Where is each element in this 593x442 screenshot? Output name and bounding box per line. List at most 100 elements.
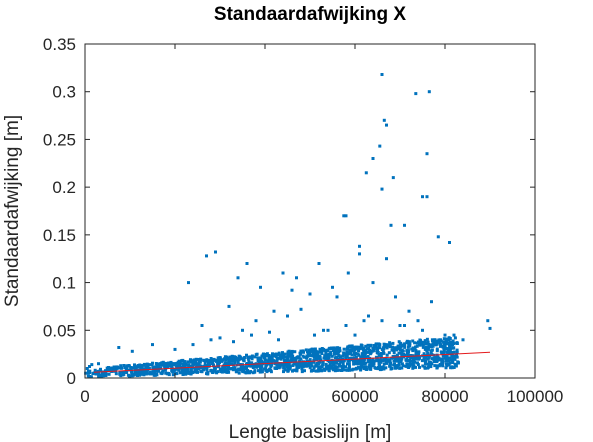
data-point <box>300 361 304 365</box>
data-point <box>309 362 313 366</box>
data-point <box>275 352 279 356</box>
data-point <box>274 366 278 370</box>
data-point <box>328 366 332 370</box>
data-point <box>354 362 358 366</box>
data-point <box>400 362 404 366</box>
data-point <box>245 370 249 374</box>
data-point <box>358 252 361 256</box>
data-point <box>291 364 295 367</box>
data-point <box>414 365 417 369</box>
data-point <box>305 364 309 368</box>
data-point <box>234 357 238 361</box>
data-point <box>296 355 300 359</box>
data-point <box>432 356 436 360</box>
data-point <box>310 364 314 368</box>
data-point <box>449 352 453 356</box>
data-point <box>130 374 134 378</box>
data-point <box>418 343 422 347</box>
data-point <box>364 361 368 365</box>
data-point <box>330 346 334 350</box>
data-point <box>245 353 248 357</box>
data-point <box>104 374 108 377</box>
data-point <box>424 356 428 359</box>
data-point <box>363 354 367 358</box>
data-point <box>223 370 227 374</box>
data-point <box>449 347 452 351</box>
data-point <box>127 368 131 372</box>
data-point <box>202 358 206 362</box>
data-point <box>433 338 437 342</box>
x-tick-label: 20000 <box>151 387 198 406</box>
data-point <box>278 365 282 369</box>
data-point <box>427 344 431 347</box>
data-point <box>445 363 449 367</box>
data-point <box>347 359 351 363</box>
data-point <box>208 360 212 364</box>
data-point <box>281 271 285 275</box>
data-point <box>333 369 337 373</box>
data-point <box>376 351 380 355</box>
data-point <box>250 354 254 358</box>
data-point <box>404 358 408 362</box>
data-point <box>414 353 418 356</box>
data-point <box>218 358 222 362</box>
data-point <box>163 368 167 372</box>
data-point <box>424 346 428 350</box>
data-point <box>250 361 254 365</box>
data-point <box>152 365 156 369</box>
data-point <box>443 344 447 348</box>
data-point <box>98 369 102 373</box>
data-point <box>442 349 446 353</box>
data-point <box>304 348 308 352</box>
data-point <box>444 366 448 370</box>
data-point <box>346 345 350 349</box>
data-point <box>227 363 231 367</box>
data-point <box>455 341 459 345</box>
data-point <box>319 368 323 372</box>
data-point <box>268 355 271 359</box>
data-point <box>430 348 434 352</box>
data-point <box>315 369 319 373</box>
data-point <box>324 355 328 359</box>
data-point <box>132 373 136 377</box>
data-point <box>341 364 345 368</box>
data-point <box>194 362 198 366</box>
data-point <box>127 364 131 367</box>
data-point <box>156 364 160 368</box>
data-point <box>184 372 187 376</box>
data-point <box>281 351 284 355</box>
data-point <box>233 359 237 363</box>
data-point <box>262 367 266 371</box>
data-point <box>348 349 352 353</box>
data-point <box>163 361 167 365</box>
data-point <box>286 353 290 357</box>
data-point <box>361 352 365 356</box>
y-tick-label: 0.2 <box>52 178 76 197</box>
data-point <box>366 343 370 347</box>
data-point <box>382 118 386 122</box>
data-point <box>303 361 307 365</box>
data-point <box>308 292 312 296</box>
data-point <box>447 338 451 342</box>
data-point <box>436 364 439 368</box>
data-point <box>353 353 357 357</box>
data-point <box>287 367 290 370</box>
data-point <box>187 363 190 367</box>
data-point <box>440 357 444 361</box>
data-point <box>222 363 226 367</box>
data-point <box>442 347 446 350</box>
data-point <box>413 357 417 361</box>
data-point <box>416 361 419 365</box>
data-point <box>275 357 279 361</box>
data-point <box>202 368 206 372</box>
data-point <box>203 364 207 368</box>
data-point <box>443 356 447 360</box>
data-point <box>237 367 241 371</box>
data-point <box>332 346 336 350</box>
data-point <box>258 370 262 374</box>
data-point <box>212 357 216 361</box>
data-point <box>188 358 192 362</box>
data-point <box>321 362 325 366</box>
data-point <box>397 351 401 355</box>
data-point <box>400 366 404 370</box>
